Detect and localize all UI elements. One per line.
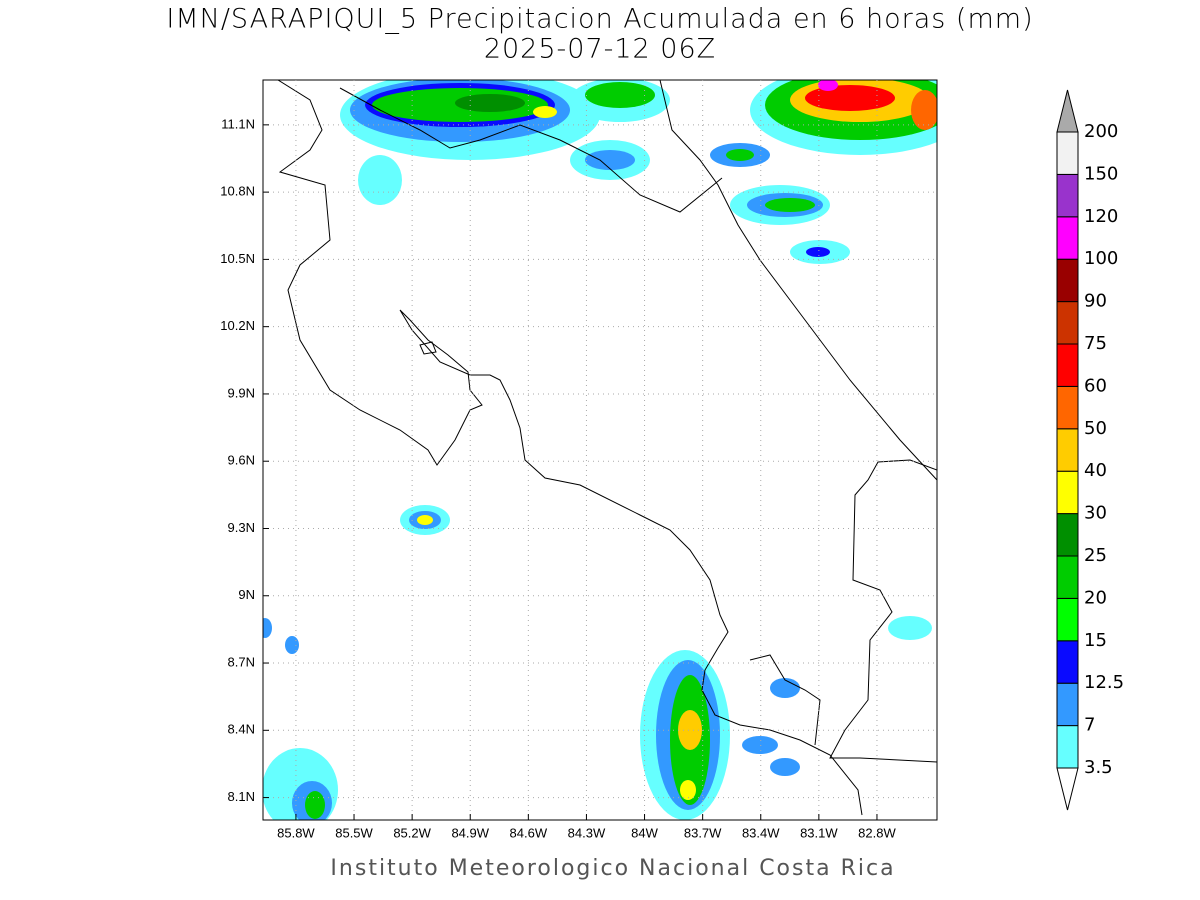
colorbar-over — [1056, 89, 1079, 133]
y-tick-label: 9.6N — [228, 453, 255, 468]
colorbar-label: 150 — [1084, 163, 1118, 184]
colorbar-label: 60 — [1084, 375, 1107, 396]
x-tick-label: 85.5W — [335, 825, 373, 840]
coastline — [659, 80, 937, 481]
colorbar-label: 3.5 — [1084, 757, 1113, 778]
coastline — [829, 459, 937, 763]
colorbar-bin — [1056, 470, 1079, 515]
x-tick-label: 83.7W — [684, 825, 722, 840]
colorbar-bin — [1056, 428, 1079, 472]
coastline — [277, 80, 863, 816]
precip-area — [726, 149, 754, 161]
colorbar-label: 100 — [1084, 248, 1118, 269]
precip-area — [765, 198, 815, 212]
title: IMN/SARAPIQUI_5 Precipitacion Acumulada … — [166, 4, 1033, 35]
colorbar-bin — [1056, 131, 1079, 175]
x-tick-label: 84.3W — [568, 825, 606, 840]
y-tick-label: 10.8N — [220, 184, 255, 199]
precip-area — [585, 82, 655, 108]
precip-area — [680, 780, 696, 800]
precip-area — [417, 515, 433, 525]
precip-area — [806, 247, 830, 257]
colorbar-bin — [1056, 301, 1079, 345]
coastline — [419, 341, 437, 355]
precip-area — [358, 155, 402, 205]
map-frame — [262, 79, 938, 821]
precip-area — [770, 758, 800, 776]
colorbar-label: 20 — [1084, 587, 1107, 608]
x-tick-label: 85.2W — [393, 825, 431, 840]
colorbar-label: 75 — [1084, 333, 1107, 354]
y-tick-label: 8.1N — [228, 789, 255, 804]
y-tick-label: 10.5N — [220, 251, 255, 266]
x-tick-label: 84.6W — [510, 825, 548, 840]
colorbar-label: 90 — [1084, 291, 1107, 312]
colorbar-bin — [1056, 555, 1079, 599]
precip-area — [285, 636, 299, 654]
colorbar-label: 50 — [1084, 418, 1107, 439]
coastline — [749, 654, 821, 746]
colorbar-bin — [1056, 640, 1079, 684]
colorbar-under — [1056, 767, 1079, 811]
precip-area — [805, 85, 895, 111]
precip-area — [305, 791, 325, 819]
precip-area — [888, 616, 932, 640]
precip-area — [818, 80, 838, 91]
colorbar-label: 30 — [1084, 503, 1107, 524]
colorbar-bin — [1056, 513, 1079, 557]
precip-area — [742, 736, 778, 754]
colorbar-label: 40 — [1084, 460, 1107, 481]
coastline — [339, 87, 723, 213]
footer: Instituto Meteorologico Nacional Costa R… — [330, 856, 895, 881]
x-tick-label: 83.4W — [742, 825, 780, 840]
colorbar-label: 12.5 — [1084, 672, 1124, 693]
x-tick-label: 82.8W — [858, 825, 896, 840]
precip-area — [678, 710, 702, 750]
y-tick-label: 9.9N — [228, 385, 255, 400]
colorbar-bin — [1056, 173, 1079, 218]
precip-field — [263, 80, 937, 820]
x-tick-label: 83.1W — [800, 825, 838, 840]
colorbar-bin — [1056, 258, 1079, 303]
y-tick-label: 10.2N — [220, 318, 255, 333]
x-tick-label: 84W — [631, 825, 658, 840]
precip-area — [263, 618, 272, 638]
colorbar-bin — [1056, 216, 1079, 260]
colorbar-label: 15 — [1084, 630, 1107, 651]
subtitle: 2025-07-12 06Z — [484, 34, 716, 65]
y-tick-label: 8.7N — [228, 654, 255, 669]
precip-area — [911, 90, 937, 130]
colorbar-bin — [1056, 343, 1079, 387]
colorbar-bin — [1056, 597, 1079, 642]
colorbar-label: 25 — [1084, 545, 1107, 566]
y-tick-label: 8.4N — [228, 722, 255, 737]
x-tick-label: 84.9W — [451, 825, 489, 840]
colorbar-label: 200 — [1084, 121, 1118, 142]
colorbar-bin — [1056, 385, 1079, 430]
y-tick-label: 9N — [238, 587, 255, 602]
precip-area — [770, 678, 800, 698]
y-tick-label: 9.3N — [228, 520, 255, 535]
precip-area — [585, 150, 635, 170]
colorbar-label: 120 — [1084, 206, 1118, 227]
y-tick-label: 11.1N — [221, 116, 255, 131]
precip-area — [533, 106, 557, 118]
coastlines — [277, 80, 937, 816]
colorbar-label: 7 — [1084, 715, 1095, 736]
precip-area — [455, 94, 525, 112]
colorbar-bin — [1056, 725, 1079, 769]
x-tick-label: 85.8W — [277, 825, 315, 840]
colorbar-bin — [1056, 682, 1079, 727]
